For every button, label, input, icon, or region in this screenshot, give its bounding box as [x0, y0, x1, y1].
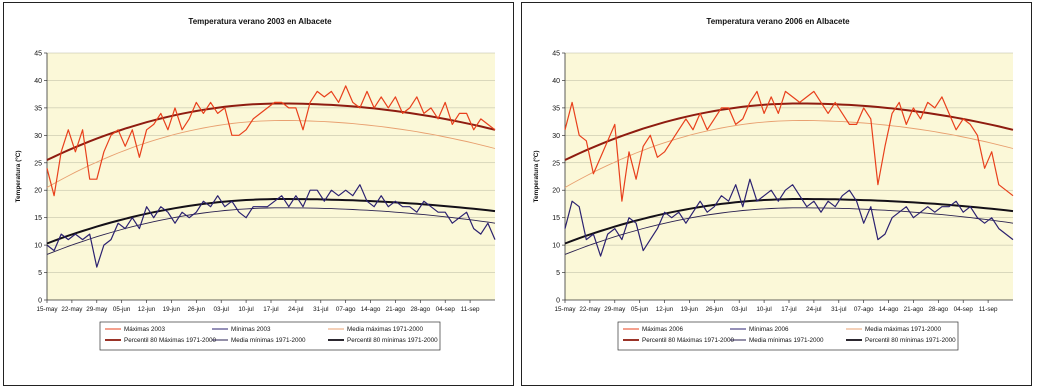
- y-tick-label: 35: [34, 105, 42, 112]
- x-tick-label: 29-may: [604, 306, 626, 313]
- y-tick-label: 10: [552, 243, 560, 250]
- legend-label: Media mínimas 1971-2000: [749, 337, 824, 344]
- y-tick-label: 5: [556, 270, 560, 277]
- x-tick-label: 05-jun: [631, 306, 649, 313]
- legend-label: Media máximas 1971-2000: [347, 326, 423, 333]
- x-tick-label: 15-may: [555, 306, 577, 313]
- x-tick-label: 03-jul: [214, 306, 229, 313]
- legend-label: Media máximas 1971-2000: [865, 326, 941, 333]
- x-tick-label: 19-jun: [681, 306, 699, 313]
- x-tick-label: 12-jun: [138, 306, 156, 313]
- x-tick-label: 26-jun: [188, 306, 206, 313]
- y-tick-label: 45: [34, 51, 42, 58]
- chart-panel-2006: Temperatura verano 2006 en Albacete 0 5 10 1…: [521, 2, 1032, 386]
- x-tick-label: 21-ago: [904, 306, 924, 313]
- legend-box: [617, 321, 959, 351]
- series-line-2: [564, 120, 1014, 188]
- legend-label: Mínimas 2006: [749, 326, 789, 333]
- y-tick-label: 40: [34, 78, 42, 85]
- legend-label: Percentil 80 mínimas 1971-2000: [865, 337, 956, 344]
- x-tick-label: 26-jun: [706, 306, 724, 313]
- y-tick-label: 45: [552, 51, 560, 58]
- series-line-5: [564, 198, 1014, 245]
- y-tick-label: 40: [552, 78, 560, 85]
- y-tick-label: 10: [34, 243, 42, 250]
- y-axis-label: Temperatura (ºC): [15, 150, 22, 202]
- x-tick-label: 29-may: [86, 306, 108, 313]
- legend-label: Media mínimas 1971-2000: [231, 337, 306, 344]
- x-tick-label: 21-ago: [386, 306, 406, 313]
- x-tick-label: 15-may: [37, 306, 59, 313]
- legend-label: Máximas 2006: [642, 326, 683, 333]
- x-tick-label: 22-may: [61, 306, 83, 313]
- x-tick-label: 28-ago: [929, 306, 949, 313]
- y-tick-label: 25: [552, 160, 560, 167]
- y-tick-label: 20: [552, 188, 560, 195]
- legend-label: Percentil 80 mínimas 1971-2000: [347, 337, 438, 344]
- x-tick-label: 19-jun: [163, 306, 181, 313]
- plot-area: [47, 53, 495, 300]
- y-tick-label: 5: [38, 270, 42, 277]
- x-tick-label: 17-jul: [263, 306, 278, 313]
- y-tick-label: 20: [34, 188, 42, 195]
- series-line-3: [564, 102, 1014, 161]
- x-tick-label: 28-ago: [411, 306, 431, 313]
- x-tick-label: 11-sep: [461, 306, 480, 313]
- x-tick-label: 10-jul: [756, 306, 771, 313]
- legend-label: Percentil 80 Máximas 1971-2000: [124, 337, 217, 344]
- plot-area: [565, 53, 1013, 300]
- x-tick-label: 05-jun: [113, 306, 131, 313]
- y-tick-label: 30: [34, 133, 42, 140]
- x-tick-label: 04-sep: [436, 306, 456, 313]
- y-tick-label: 0: [38, 298, 42, 305]
- x-tick-label: 31-jul: [831, 306, 846, 313]
- series-line-3: [46, 102, 496, 161]
- x-tick-label: 12-jun: [656, 306, 674, 313]
- series-line-0: [46, 85, 496, 197]
- x-tick-label: 17-jul: [781, 306, 796, 313]
- x-tick-label: 07-ago: [336, 306, 356, 313]
- x-tick-label: 14-ago: [879, 306, 899, 313]
- x-tick-label: 14-ago: [361, 306, 381, 313]
- y-tick-label: 30: [552, 133, 560, 140]
- x-tick-label: 11-sep: [979, 306, 998, 313]
- series-line-0: [564, 90, 1014, 202]
- x-tick-label: 24-jul: [288, 306, 303, 313]
- series-line-1: [46, 184, 496, 268]
- y-tick-label: 15: [34, 215, 42, 222]
- y-tick-label: 25: [34, 160, 42, 167]
- legend-label: Mínimas 2003: [231, 326, 271, 333]
- chart-title: Temperatura verano 2006 en Albacete: [706, 17, 850, 26]
- series-line-1: [564, 178, 1014, 257]
- chart-2003: Temperatura verano 2003 en Albacete 0 5 10 1…: [15, 17, 496, 351]
- series-line-2: [46, 120, 496, 188]
- chart-2006: Temperatura verano 2006 en Albacete 0 5 10 1…: [533, 17, 1014, 351]
- legend-box: [99, 321, 441, 351]
- x-tick-label: 24-jul: [806, 306, 821, 313]
- x-tick-label: 10-jul: [238, 306, 253, 313]
- x-tick-label: 07-ago: [854, 306, 874, 313]
- x-tick-label: 03-jul: [732, 306, 747, 313]
- y-tick-label: 0: [556, 298, 560, 305]
- x-tick-label: 31-jul: [313, 306, 328, 313]
- y-tick-label: 35: [552, 105, 560, 112]
- x-tick-label: 22-may: [579, 306, 601, 313]
- y-tick-label: 15: [552, 215, 560, 222]
- chart-title: Temperatura verano 2003 en Albacete: [188, 17, 332, 26]
- legend-label: Percentil 80 Máximas 1971-2000: [642, 337, 735, 344]
- y-axis-label: Temperatura (ºC): [533, 150, 540, 202]
- legend-label: Máximas 2003: [124, 326, 165, 333]
- series-line-4: [46, 207, 496, 255]
- series-line-4: [564, 207, 1014, 255]
- chart-panel-2003: Temperatura verano 2003 en Albacete 0 5 10 1…: [3, 2, 514, 386]
- x-tick-label: 04-sep: [954, 306, 974, 313]
- series-line-5: [46, 198, 496, 245]
